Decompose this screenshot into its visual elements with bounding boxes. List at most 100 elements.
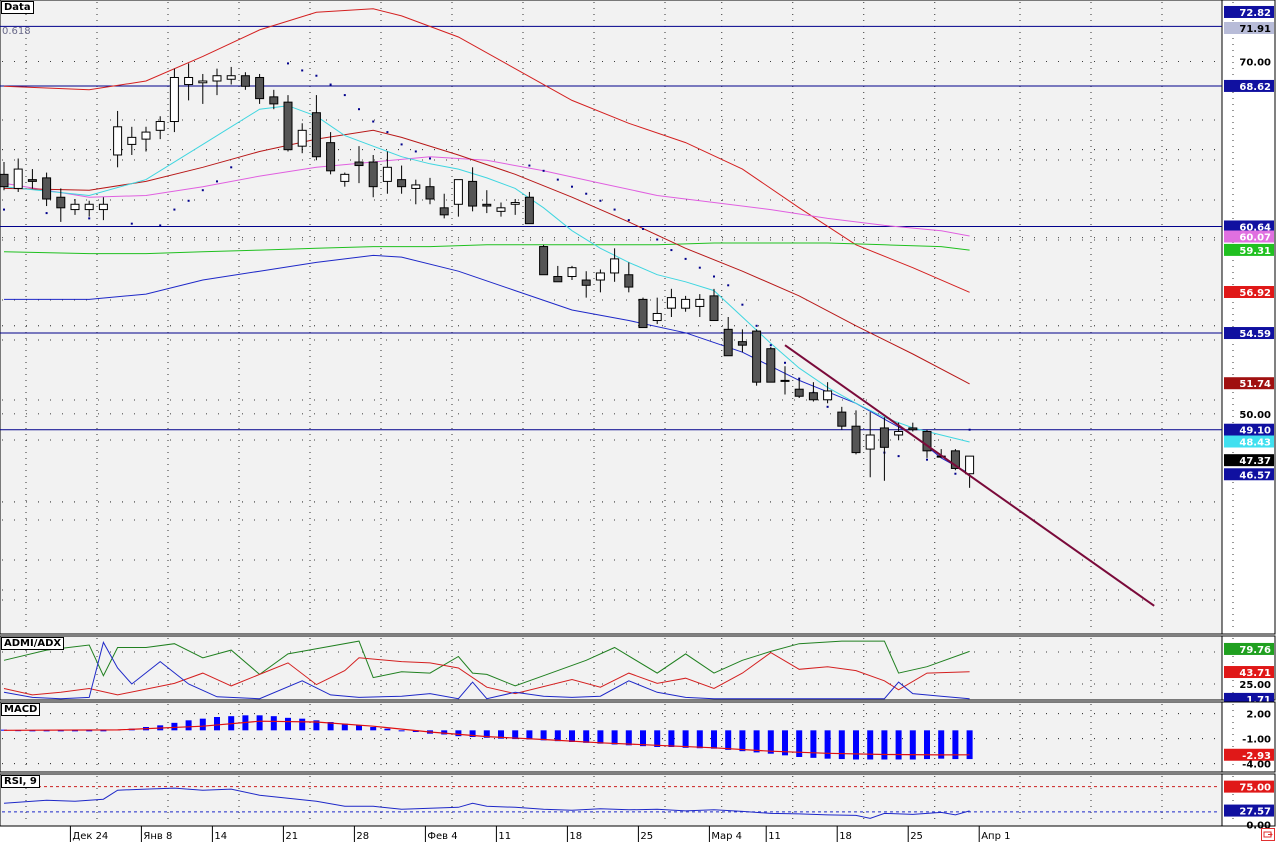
candle-body[interactable]: [709, 295, 719, 322]
candle-body[interactable]: [453, 179, 463, 205]
macd-panel[interactable]: 2.00 -1.00 -2.93-4.00: [0, 701, 1276, 773]
candle-body[interactable]: [269, 96, 279, 105]
date-axis-label: Мар 4: [711, 831, 742, 842]
candle-body[interactable]: [70, 203, 80, 211]
candle-body[interactable]: [752, 330, 762, 383]
candle-body[interactable]: [283, 101, 293, 151]
candle-body[interactable]: [766, 348, 776, 383]
candle-body[interactable]: [411, 184, 421, 189]
parabolic-sar-dot: [613, 208, 616, 211]
candle-body[interactable]: [510, 202, 520, 205]
candle-body[interactable]: [326, 142, 336, 172]
candle-body[interactable]: [879, 427, 889, 448]
candle-body[interactable]: [851, 425, 861, 454]
candle-body[interactable]: [908, 427, 918, 431]
candle-body[interactable]: [666, 297, 676, 309]
trendline[interactable]: [784, 344, 1155, 607]
candle-body[interactable]: [865, 434, 875, 450]
candle-body[interactable]: [397, 179, 407, 188]
parabolic-sar-dot: [698, 266, 701, 269]
candle-body[interactable]: [922, 430, 932, 452]
macd-signal-line: [3, 720, 970, 756]
date-axis-label: Янв 8: [143, 831, 172, 842]
candle-body[interactable]: [84, 203, 94, 211]
candle-body[interactable]: [808, 392, 818, 401]
macd-histogram-bar: [753, 730, 760, 753]
macd-histogram-bar: [767, 730, 774, 754]
candle-body[interactable]: [13, 168, 23, 189]
macd-histogram-bar: [540, 730, 547, 741]
candle-body[interactable]: [425, 186, 435, 200]
candle-body[interactable]: [155, 121, 165, 131]
candle-body[interactable]: [482, 203, 492, 207]
price-value-tag: [1224, 327, 1274, 340]
candle-body[interactable]: [681, 298, 691, 309]
rsi-panel[interactable]: 75.00 27.57 0.00: [0, 773, 1276, 831]
candle-body[interactable]: [382, 166, 392, 182]
price-value-tag: [1224, 5, 1274, 18]
candle-body[interactable]: [368, 161, 378, 188]
macd-histogram-bar: [895, 730, 902, 760]
candle-body[interactable]: [652, 312, 662, 322]
candle-body[interactable]: [496, 207, 506, 212]
parabolic-sar-dot: [585, 192, 588, 195]
bollinger-upper-line: [3, 8, 970, 293]
candle-body[interactable]: [723, 328, 733, 357]
candle-body[interactable]: [340, 173, 350, 182]
candle-body[interactable]: [581, 279, 591, 286]
candle-body[interactable]: [595, 272, 605, 281]
price-value-text: 56.92: [1239, 288, 1271, 299]
candle-body[interactable]: [0, 173, 9, 188]
candle-body[interactable]: [240, 75, 250, 87]
candle-body[interactable]: [950, 450, 960, 469]
candle-body[interactable]: [169, 76, 179, 123]
candle-body[interactable]: [255, 76, 265, 100]
candle-body[interactable]: [823, 390, 833, 401]
candle-body[interactable]: [354, 161, 364, 167]
candle-body[interactable]: [468, 180, 478, 207]
candle-body[interactable]: [212, 75, 222, 82]
candle-body[interactable]: [624, 274, 634, 288]
candle-body[interactable]: [965, 455, 975, 475]
candle-body[interactable]: [794, 388, 804, 397]
macd-histogram-bar: [398, 730, 405, 732]
slow-moving-average-line: [3, 156, 970, 237]
parabolic-sar-dot: [656, 238, 659, 241]
candle-body[interactable]: [837, 411, 847, 427]
candle-body[interactable]: [539, 246, 549, 276]
candle-body[interactable]: [297, 129, 307, 147]
candle-body[interactable]: [127, 136, 137, 145]
macd-histogram-bar: [341, 723, 348, 731]
macd-value-text: -1.00: [1242, 735, 1271, 746]
candle-body[interactable]: [553, 275, 563, 283]
candle-body[interactable]: [524, 196, 534, 225]
expand-icon[interactable]: [1261, 828, 1275, 841]
candle-body[interactable]: [184, 76, 194, 86]
candle-body[interactable]: [141, 131, 151, 140]
candle-body[interactable]: [27, 179, 37, 182]
candle-body[interactable]: [113, 126, 123, 156]
date-axis-label: 18: [569, 831, 582, 842]
candle-body[interactable]: [567, 267, 577, 277]
candle-body[interactable]: [638, 298, 648, 329]
candle-body[interactable]: [311, 112, 321, 158]
candle-body[interactable]: [56, 196, 66, 209]
date-axis-label: 25: [910, 831, 923, 842]
candle-body[interactable]: [894, 430, 904, 436]
date-axis-label: 18: [839, 831, 852, 842]
candle-body[interactable]: [226, 75, 236, 80]
candle-body[interactable]: [610, 258, 620, 274]
candle-body[interactable]: [695, 298, 705, 307]
candle-body[interactable]: [737, 341, 747, 346]
candle-body[interactable]: [198, 80, 208, 84]
candle-body[interactable]: [780, 379, 790, 382]
price-value-text: 51.74: [1239, 379, 1271, 390]
candle-body[interactable]: [42, 177, 52, 200]
candle-body[interactable]: [98, 203, 108, 211]
candle-body[interactable]: [439, 207, 449, 216]
price-value-text: 60.07: [1239, 233, 1271, 244]
rsi-line: [3, 787, 970, 819]
